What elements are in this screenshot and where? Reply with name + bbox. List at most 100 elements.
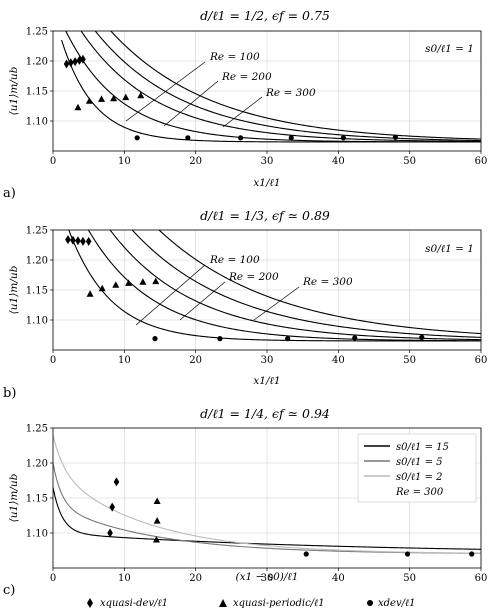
x-tick-label: 10 xyxy=(118,355,131,366)
x-tick-label: 40 xyxy=(332,156,345,167)
series-line-3 xyxy=(109,230,481,341)
quasi-dev-marker xyxy=(107,528,113,538)
series-line-2 xyxy=(65,31,481,143)
quasi-periodic-marker xyxy=(122,93,130,101)
bottom-legend: xquasi-dev/ℓ1 xquasi-periodic/ℓ1 xdev/ℓ1 xyxy=(87,598,416,609)
panel-b-inset-text: s0/ℓ1 = 1 xyxy=(425,243,474,255)
x-tick-label: 30 xyxy=(261,573,274,584)
panel-b-markers xyxy=(65,235,425,342)
panel-b-ticks: 0 10 20 30 40 50 60 1.10 1.15 1.20 1.25 xyxy=(26,226,488,367)
x-tick-label: 40 xyxy=(332,573,345,584)
quasi-dev-marker xyxy=(80,236,86,246)
series-line-5 xyxy=(110,31,481,140)
panel-c-legend-note: Re = 300 xyxy=(395,487,444,498)
quasi-periodic-marker xyxy=(139,278,147,285)
series-line-1 xyxy=(53,487,481,550)
dev-marker xyxy=(134,135,140,141)
panel-a-inset-text: s0/ℓ1 = 1 xyxy=(425,43,474,55)
panel-b-ann-re100: Re = 100 xyxy=(209,254,260,266)
bottom-legend-triangle xyxy=(219,599,227,607)
x-tick-label: 20 xyxy=(189,573,202,584)
quasi-periodic-marker xyxy=(86,290,94,297)
quasi-periodic-marker xyxy=(85,97,93,104)
panel-a-markers xyxy=(63,54,398,141)
quasi-periodic-marker xyxy=(125,279,133,286)
x-tick-label: 50 xyxy=(403,156,416,167)
x-tick-label: 60 xyxy=(475,355,488,366)
quasi-dev-marker xyxy=(75,236,81,246)
panel-b: d/ℓ1 = 1/3, ϵf ≃ 0.89 0 10 20 30 40 50 60 1.10 1… xyxy=(3,208,488,401)
x-tick-label: 20 xyxy=(189,156,202,167)
panel-c-legend-label-15: s0/ℓ1 = 15 xyxy=(396,442,449,453)
panel-a-title: d/ℓ1 = 1/2, ϵf = 0.75 xyxy=(200,8,330,23)
panel-b-ann-line-300 xyxy=(253,286,300,321)
series-line-3 xyxy=(53,434,481,554)
panel-a-ann-re100: Re = 100 xyxy=(209,51,260,63)
bottom-legend-quasi-periodic: xquasi-periodic/ℓ1 xyxy=(233,598,325,609)
panel-c: d/ℓ1 = 1/4, ϵf ≃ 0.94 0 10 20 30 40 50 60 1.10 1… xyxy=(3,406,487,598)
dev-marker xyxy=(238,135,244,141)
panel-c-legend-label-2: s0/ℓ1 = 2 xyxy=(396,472,443,483)
panel-c-ticks: 0 10 20 30 40 50 60 1.10 1.15 1.20 1.25 xyxy=(26,424,488,585)
quasi-periodic-marker xyxy=(98,284,106,292)
quasi-dev-marker xyxy=(72,57,78,67)
dev-marker xyxy=(392,134,398,140)
y-tick-label: 1.10 xyxy=(26,316,48,327)
x-tick-label: 50 xyxy=(403,573,416,584)
x-tick-label: 0 xyxy=(50,573,56,584)
x-tick-label: 60 xyxy=(475,156,488,167)
panel-a-ylabel: ⟨u1⟩m/ub xyxy=(8,66,20,115)
x-tick-label: 50 xyxy=(403,355,416,366)
panel-a-ann-re200: Re = 200 xyxy=(221,71,272,83)
series-line-2 xyxy=(87,230,481,342)
panel-a-ann-line-100 xyxy=(125,61,206,122)
panel-b-title: d/ℓ1 = 1/3, ϵf ≃ 0.89 xyxy=(200,208,330,223)
y-tick-label: 1.25 xyxy=(26,226,48,237)
quasi-dev-marker xyxy=(68,58,74,68)
dev-marker xyxy=(288,135,294,141)
panel-b-ylabel: ⟨u1⟩m/ub xyxy=(8,265,20,314)
panel-b-ann-re200: Re = 200 xyxy=(228,271,279,283)
dev-marker xyxy=(352,335,358,341)
panel-b-ann-line-200 xyxy=(179,281,226,321)
quasi-periodic-marker xyxy=(110,94,118,102)
quasi-dev-marker xyxy=(76,55,83,65)
x-tick-label: 10 xyxy=(118,573,131,584)
x-tick-label: 0 xyxy=(50,355,56,366)
y-tick-label: 1.20 xyxy=(26,256,48,267)
dev-marker xyxy=(152,336,158,342)
quasi-periodic-marker xyxy=(153,517,161,524)
y-tick-label: 1.15 xyxy=(26,286,48,297)
panel-c-title: d/ℓ1 = 1/4, ϵf ≃ 0.94 xyxy=(200,406,330,421)
quasi-periodic-marker xyxy=(112,281,120,288)
bottom-legend-diamond xyxy=(87,598,93,608)
panel-a-xlabel: x1/ℓ1 xyxy=(253,177,280,189)
quasi-periodic-marker xyxy=(152,277,160,285)
panel-a-ticks: 0 10 20 30 40 50 60 1.10 1.15 1.20 1.25 xyxy=(26,27,488,168)
bottom-legend-quasi-dev: xquasi-dev/ℓ1 xyxy=(100,598,168,609)
dev-marker xyxy=(303,551,309,557)
panel-a-ann-re300: Re = 300 xyxy=(265,87,316,99)
x-tick-label: 0 xyxy=(50,156,56,167)
x-tick-label: 10 xyxy=(118,156,131,167)
y-tick-label: 1.25 xyxy=(26,424,48,435)
panel-c-legend: s0/ℓ1 = 15 s0/ℓ1 = 5 s0/ℓ1 = 2 Re = 300 xyxy=(357,433,477,503)
x-tick-label: 30 xyxy=(261,156,274,167)
panel-a-ann-line-300 xyxy=(222,96,263,128)
dev-marker xyxy=(285,336,291,342)
panel-c-label: c) xyxy=(3,583,15,598)
y-tick-label: 1.15 xyxy=(26,494,48,505)
dev-marker xyxy=(404,551,411,557)
series-line-3 xyxy=(80,31,481,143)
bottom-legend-dev: xdev/ℓ1 xyxy=(378,598,416,609)
series-line-4 xyxy=(94,31,481,142)
quasi-dev-marker xyxy=(113,477,120,487)
panel-a-label: a) xyxy=(3,186,16,201)
panel-c-ylabel: ⟨u1⟩m/ub xyxy=(8,473,20,522)
y-tick-label: 1.25 xyxy=(26,27,48,38)
dev-marker xyxy=(340,135,346,141)
series-line-5 xyxy=(158,230,481,335)
panel-c-legend-label-5: s0/ℓ1 = 5 xyxy=(396,457,443,468)
y-tick-label: 1.15 xyxy=(26,87,48,98)
